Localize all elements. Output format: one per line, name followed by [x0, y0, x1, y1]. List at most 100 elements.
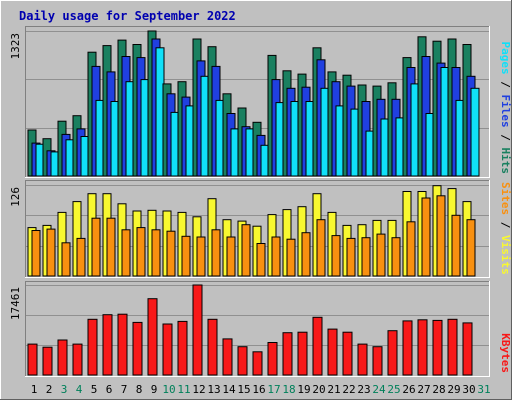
bar-kbytes-day-13	[207, 318, 218, 376]
x-tick-label: 16	[252, 383, 265, 396]
panel-max-label: 126	[9, 187, 22, 207]
bar-sites-day-18	[286, 238, 296, 277]
x-tick-label: 30	[462, 383, 475, 396]
bar-kbytes-day-6	[102, 314, 113, 376]
bar-kbytes-day-11	[177, 320, 188, 376]
bar-sites-day-13	[211, 229, 221, 277]
x-tick-label: 29	[447, 383, 460, 396]
bar-sites-day-6	[106, 217, 116, 277]
x-tick-label: 17	[267, 383, 280, 396]
bar-kbytes-day-3	[57, 339, 68, 376]
x-tick-label: 12	[192, 383, 205, 396]
legend-separator: /	[499, 215, 512, 235]
bar-kbytes-day-23	[357, 343, 368, 376]
bar-sites-day-15	[241, 224, 251, 277]
bar-kbytes-day-30	[462, 322, 473, 376]
bar-kbytes-day-7	[117, 313, 128, 376]
bar-kbytes-day-22	[342, 331, 353, 376]
x-tick-label: 9	[151, 383, 158, 396]
bar-sites-day-10	[166, 230, 176, 277]
bar-kbytes-day-12	[192, 284, 203, 376]
x-tick-label: 5	[91, 383, 98, 396]
bar-sites-day-11	[181, 235, 191, 277]
panel-hits-files-pages: 1323 Pages / Files / Hits	[9, 26, 512, 178]
bar-kbytes-day-19	[297, 331, 308, 376]
bar-kbytes-day-29	[447, 318, 458, 376]
bar-kbytes-day-5	[87, 318, 98, 376]
bar-sites-day-27	[421, 197, 431, 277]
x-tick-label: 8	[136, 383, 143, 396]
bar-sites-day-5	[91, 217, 101, 277]
bar-kbytes-day-20	[312, 316, 323, 376]
bar-sites-day-28	[436, 195, 446, 277]
x-tick-label: 31	[477, 383, 490, 396]
x-tick-label: 21	[327, 383, 340, 396]
bar-kbytes-day-25	[387, 330, 398, 376]
bar-sites-day-17	[271, 236, 281, 277]
bar-kbytes-day-1	[27, 343, 38, 376]
x-tick-label: 20	[312, 383, 325, 396]
bar-kbytes-day-2	[42, 346, 53, 376]
x-tick-label: 22	[342, 383, 355, 396]
panel-legend: KBytes	[499, 333, 512, 373]
legend-files: Files	[499, 95, 512, 128]
bar-kbytes-day-15	[237, 346, 248, 376]
x-tick-label: 14	[222, 383, 236, 396]
x-tick-label: 10	[162, 383, 175, 396]
x-axis-labels: 1 2 3 4 5 6 7 8 9 10 11 12 13 14 15 16 17 18 19 20 21 22 23 24 2…	[31, 383, 491, 396]
legend-sites: Sites	[499, 182, 512, 215]
panel-max-label: 17461	[9, 287, 22, 320]
x-tick-label: 18	[282, 383, 295, 396]
bar-sites-day-29	[451, 214, 461, 277]
x-tick-label: 6	[106, 383, 113, 396]
bar-kbytes-day-4	[72, 343, 83, 376]
bar-sites-day-23	[361, 237, 371, 277]
bar-sites-day-25	[391, 237, 401, 277]
x-tick-label: 15	[237, 383, 250, 396]
bar-kbytes-day-26	[402, 320, 413, 376]
x-tick-label: 23	[357, 383, 370, 396]
bar-kbytes-day-17	[267, 342, 278, 376]
chart-panels: 1323 Pages / Files / Hits 126 Sites / Visit…	[9, 26, 512, 377]
panel-legend: Sites / Visits	[499, 182, 512, 275]
bar-kbytes-day-8	[132, 321, 143, 376]
x-tick-label: 26	[402, 383, 415, 396]
legend-pages: Pages	[499, 42, 512, 75]
bar-kbytes-day-10	[162, 323, 173, 376]
x-tick-label: 11	[177, 383, 190, 396]
bar-sites-day-24	[376, 233, 386, 277]
x-tick-label: 3	[61, 383, 68, 396]
bar-kbytes-day-27	[417, 319, 428, 376]
legend-hits: Hits	[499, 148, 512, 175]
bar-sites-day-22	[346, 237, 356, 277]
bar-sites-day-2	[46, 228, 56, 277]
x-tick-label: 2	[46, 383, 53, 396]
bar-sites-day-9	[151, 229, 161, 277]
bar-sites-day-19	[301, 232, 311, 277]
bar-sites-day-3	[61, 242, 71, 277]
bar-kbytes-day-14	[222, 338, 233, 376]
panel-kbytes: 17461 KBytes	[9, 281, 512, 377]
bar-sites-day-30	[466, 219, 476, 277]
x-tick-label: 25	[387, 383, 400, 396]
chart-title: Daily usage for September 2022	[19, 9, 236, 23]
bar-kbytes-day-24	[372, 346, 383, 376]
bar-sites-day-16	[256, 243, 266, 277]
panel-visits-sites: 126 Sites / Visits	[9, 180, 512, 278]
legend-separator: /	[499, 75, 512, 95]
bar-sites-day-14	[226, 236, 236, 277]
bar-kbytes-day-16	[252, 351, 263, 376]
bar-sites-day-7	[121, 229, 131, 277]
bar-sites-day-1	[31, 230, 41, 277]
bar-kbytes-day-21	[327, 328, 338, 376]
bar-kbytes-day-28	[432, 319, 443, 376]
x-tick-label: 27	[417, 383, 430, 396]
legend-separator: /	[499, 128, 512, 148]
bar-sites-day-20	[316, 219, 326, 277]
x-tick-label: 13	[207, 383, 220, 396]
bar-sites-day-12	[196, 236, 206, 277]
bar-kbytes-day-9	[147, 298, 158, 376]
x-tick-label: 4	[76, 383, 83, 396]
